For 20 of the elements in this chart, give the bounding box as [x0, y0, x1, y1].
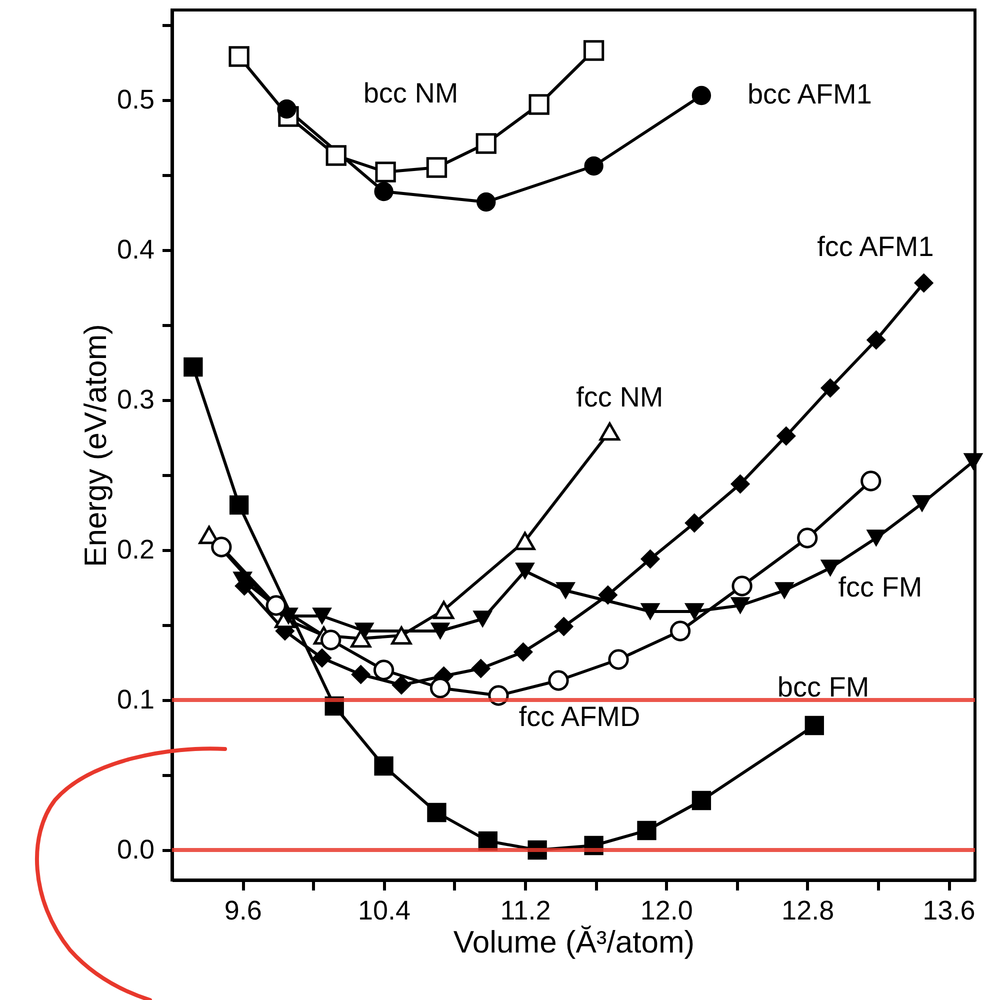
series-label: fcc FM: [838, 572, 922, 602]
y-tick-label: 0.5: [116, 84, 154, 114]
series-label: fcc AFM1: [817, 231, 934, 262]
x-tick-label: 10.4: [358, 896, 411, 926]
y-tick-label: 0.2: [116, 534, 154, 564]
series-label: fcc AFMD: [518, 701, 640, 732]
x-tick-label: 9.6: [224, 896, 262, 926]
series-label: bcc FM: [777, 672, 870, 702]
y-tick-label: 0.4: [116, 234, 154, 264]
y-axis-title: Energy (eV/atom): [78, 324, 113, 567]
x-tick-label: 11.2: [500, 896, 551, 926]
y-tick-label: 0.3: [116, 384, 154, 414]
series-label: bcc AFM1: [747, 78, 872, 110]
x-axis-title: Volume (Ă³/atom): [453, 924, 695, 960]
series-label: bcc NM: [363, 78, 458, 108]
y-tick-label: 0.1: [116, 684, 154, 714]
series-label: fcc NM: [576, 382, 664, 412]
x-tick-label: 12.8: [782, 896, 834, 926]
x-tick-label: 12.0: [640, 896, 693, 926]
x-tick-label: 13.6: [922, 896, 976, 926]
